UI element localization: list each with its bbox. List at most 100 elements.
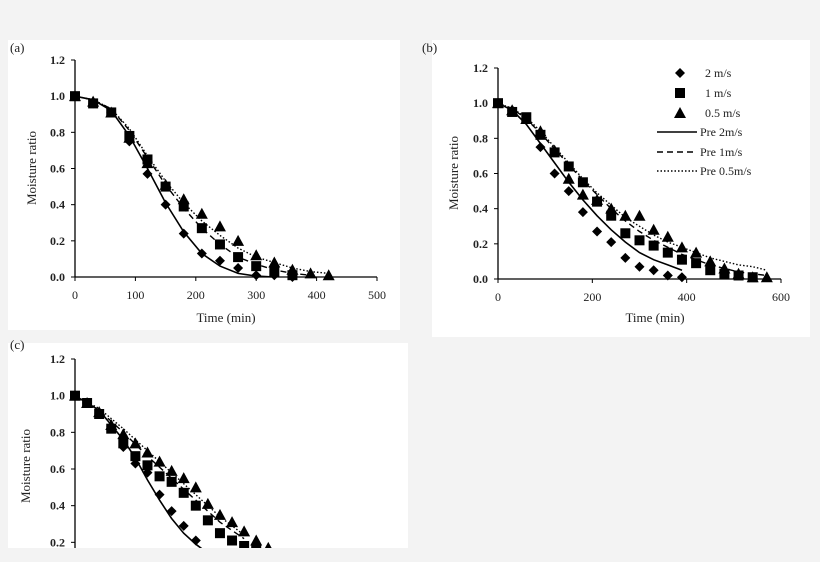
- data-point-diamond: [563, 186, 574, 197]
- panel-label: (b): [422, 40, 437, 55]
- y-tick-label: 0.6: [50, 162, 65, 176]
- x-tick-label: 600: [772, 290, 790, 304]
- data-point-square: [634, 235, 645, 246]
- x-tick-label: 400: [308, 288, 326, 302]
- data-point-square: [606, 210, 617, 221]
- y-tick-label: 0.8: [50, 425, 65, 439]
- x-axis-label: Time (min): [625, 310, 684, 325]
- plot-area: 0.0 0.2 0.4 0.6 0.8 1.0 1.2 0 200 400 600 Time (min…: [446, 61, 790, 325]
- plot-area: 0.2 0.4 0.6 0.8 1.0 1.2 Moisture ratio: [18, 352, 272, 549]
- data-point-diamond: [178, 228, 189, 239]
- y-tick-label: 0.4: [473, 202, 488, 216]
- data-point-square: [251, 261, 262, 272]
- data-point-triangle: [129, 437, 142, 449]
- data-point-diamond: [160, 199, 171, 210]
- data-point-triangle: [165, 464, 178, 476]
- x-tick-label: 400: [678, 290, 696, 304]
- data-point-square: [239, 541, 250, 548]
- data-point-square: [214, 528, 225, 539]
- data-point-square: [620, 228, 631, 239]
- panel-label: (c): [10, 337, 24, 352]
- data-point-diamond: [142, 168, 153, 179]
- data-point-triangle: [286, 263, 299, 275]
- data-point-square: [648, 240, 659, 251]
- data-point-triangle: [105, 106, 118, 118]
- series-triangle: [69, 90, 335, 281]
- legend-label: Pre 1m/s: [700, 145, 743, 159]
- y-axis-label: Moisture ratio: [446, 136, 461, 210]
- data-point-triangle: [704, 255, 717, 267]
- data-point-triangle: [492, 97, 504, 109]
- panel-a: 0.0 0.2 0.4 0.6 0.8 1.0 1.2 0 100 200 300 400 500 Tim…: [8, 40, 400, 330]
- data-point-diamond: [251, 270, 262, 281]
- y-tick-label: 0.6: [473, 167, 488, 181]
- data-point-triangle: [250, 249, 263, 261]
- legend-marker-square: [675, 88, 685, 98]
- data-point-triangle: [105, 419, 118, 430]
- x-tick-label: 0: [495, 290, 501, 304]
- data-point-triangle: [591, 193, 604, 205]
- data-point-square: [691, 258, 702, 269]
- data-point-square: [214, 239, 225, 250]
- data-point-triangle: [647, 223, 660, 235]
- y-tick-label: 0.8: [473, 131, 488, 145]
- data-point-triangle: [675, 241, 688, 253]
- data-point-square: [190, 500, 201, 511]
- series-line-dotted: [74, 95, 329, 275]
- data-point-square: [166, 476, 177, 487]
- data-point-square: [154, 471, 165, 482]
- x-tick-label: 300: [247, 288, 265, 302]
- data-point-diamond: [196, 248, 207, 259]
- x-tick-label: 200: [187, 288, 205, 302]
- y-tick-label: 1.2: [50, 53, 65, 67]
- data-point-square: [269, 266, 280, 277]
- data-point-diamond: [634, 261, 645, 272]
- data-point-triangle: [661, 230, 674, 242]
- data-point-square: [563, 161, 574, 172]
- data-point-triangle: [576, 188, 589, 200]
- panel-label: (a): [10, 40, 24, 55]
- data-point-triangle: [141, 446, 154, 458]
- legend-marker-triangle: [674, 107, 686, 118]
- data-point-square: [577, 177, 588, 188]
- series-triangle: [492, 97, 773, 283]
- y-tick-label: 0.2: [473, 237, 488, 251]
- data-point-triangle: [268, 256, 281, 268]
- data-point-diamond: [592, 226, 603, 237]
- data-point-triangle: [81, 397, 94, 408]
- legend-marker-diamond: [675, 68, 685, 78]
- data-point-triangle: [250, 534, 263, 546]
- data-point-triangle: [605, 202, 618, 214]
- y-tick-label: 0.8: [50, 125, 65, 139]
- data-point-triangle: [87, 95, 100, 107]
- panel-background: [432, 40, 810, 337]
- y-tick-label: 1.2: [473, 61, 488, 75]
- data-point-triangle: [732, 267, 745, 279]
- data-point-diamond: [535, 142, 546, 153]
- y-tick-label: 1.0: [50, 89, 65, 103]
- data-point-diamond: [577, 207, 588, 218]
- data-point-square: [287, 270, 298, 281]
- data-point-triangle: [322, 269, 335, 281]
- y-tick-label: 1.2: [50, 352, 65, 366]
- data-point-triangle: [69, 90, 81, 102]
- data-point-diamond: [648, 265, 659, 276]
- data-point-square: [142, 460, 153, 471]
- data-point-triangle: [746, 271, 759, 283]
- y-tick-label: 0.2: [50, 535, 65, 549]
- y-axis-label: Moisture ratio: [24, 131, 39, 205]
- data-point-square: [118, 438, 129, 449]
- legend-label: 2 m/s: [705, 66, 732, 80]
- legend-label: Pre 0.5m/s: [700, 164, 752, 178]
- data-point-diamond: [190, 535, 201, 546]
- y-tick-label: 0.4: [50, 499, 65, 513]
- data-point-square: [130, 451, 141, 462]
- data-point-diamond: [606, 237, 617, 248]
- data-point-triangle: [141, 157, 154, 169]
- data-point-triangle: [226, 516, 239, 528]
- data-point-square: [178, 201, 189, 212]
- data-point-square: [178, 487, 189, 498]
- data-point-triangle: [93, 406, 106, 418]
- data-point-triangle: [232, 234, 245, 246]
